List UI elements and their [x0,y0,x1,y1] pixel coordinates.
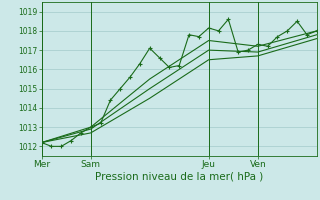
X-axis label: Pression niveau de la mer( hPa ): Pression niveau de la mer( hPa ) [95,172,263,182]
